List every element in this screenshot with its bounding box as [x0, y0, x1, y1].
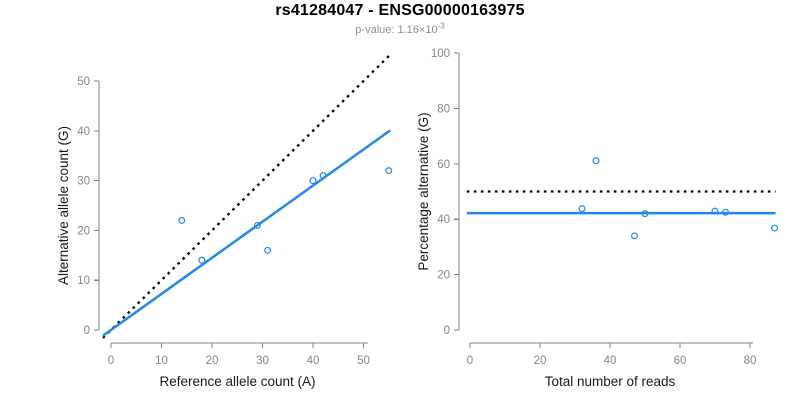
y-axis-title: Alternative allele count (G)	[56, 126, 71, 285]
p-value-exponent: -3	[437, 21, 445, 31]
y-tick-label: 50	[77, 76, 90, 88]
p-value-subtitle: p-value: 1.16×10-3	[0, 21, 800, 36]
data-point	[264, 246, 272, 254]
data-point	[630, 232, 638, 240]
x-tick-label: 60	[674, 355, 687, 367]
x-tick-label: 40	[307, 355, 320, 367]
p-value-prefix: p-value:	[355, 24, 398, 36]
data-point	[198, 256, 206, 264]
y-tick-label: 40	[77, 126, 90, 138]
x-tick-label: 0	[108, 355, 114, 367]
data-point	[770, 224, 778, 232]
y-tick-label: 100	[431, 48, 450, 60]
x-axis-title: Reference allele count (A)	[159, 374, 315, 389]
data-point	[385, 167, 393, 175]
y-tick-label: 60	[437, 159, 450, 171]
y-tick-label: 40	[437, 214, 450, 226]
y-tick-label: 20	[77, 225, 90, 237]
data-point	[578, 205, 586, 213]
x-tick-label: 50	[357, 355, 370, 367]
p-value-mantissa: 1.16×10	[397, 24, 438, 36]
y-tick-label: 10	[77, 275, 90, 287]
y-tick-label: 30	[77, 176, 90, 188]
y-tick-label: 80	[437, 103, 450, 115]
y-tick-label: 0	[84, 325, 90, 337]
y-tick-label: 0	[444, 325, 450, 337]
data-point	[309, 177, 317, 185]
data-point	[641, 210, 649, 218]
x-tick-label: 20	[534, 355, 547, 367]
x-axis-title: Total number of reads	[545, 374, 676, 389]
y-tick-label: 20	[437, 270, 450, 282]
x-tick-label: 30	[256, 355, 269, 367]
data-point	[253, 221, 261, 229]
data-point	[721, 208, 729, 216]
data-point	[319, 172, 327, 180]
y-axis-title: Percentage alternative (G)	[416, 112, 431, 270]
plot-title: rs41284047 - ENSG00000163975	[275, 2, 525, 19]
identity-line	[102, 52, 393, 339]
x-tick-label: 40	[604, 355, 617, 367]
x-tick-label: 0	[467, 355, 473, 367]
x-tick-label: 20	[206, 355, 219, 367]
data-point	[711, 207, 719, 215]
data-point	[178, 216, 186, 224]
data-point	[592, 157, 600, 165]
x-tick-label: 10	[155, 355, 168, 367]
x-tick-label: 80	[744, 355, 757, 367]
fit-line	[102, 129, 391, 337]
